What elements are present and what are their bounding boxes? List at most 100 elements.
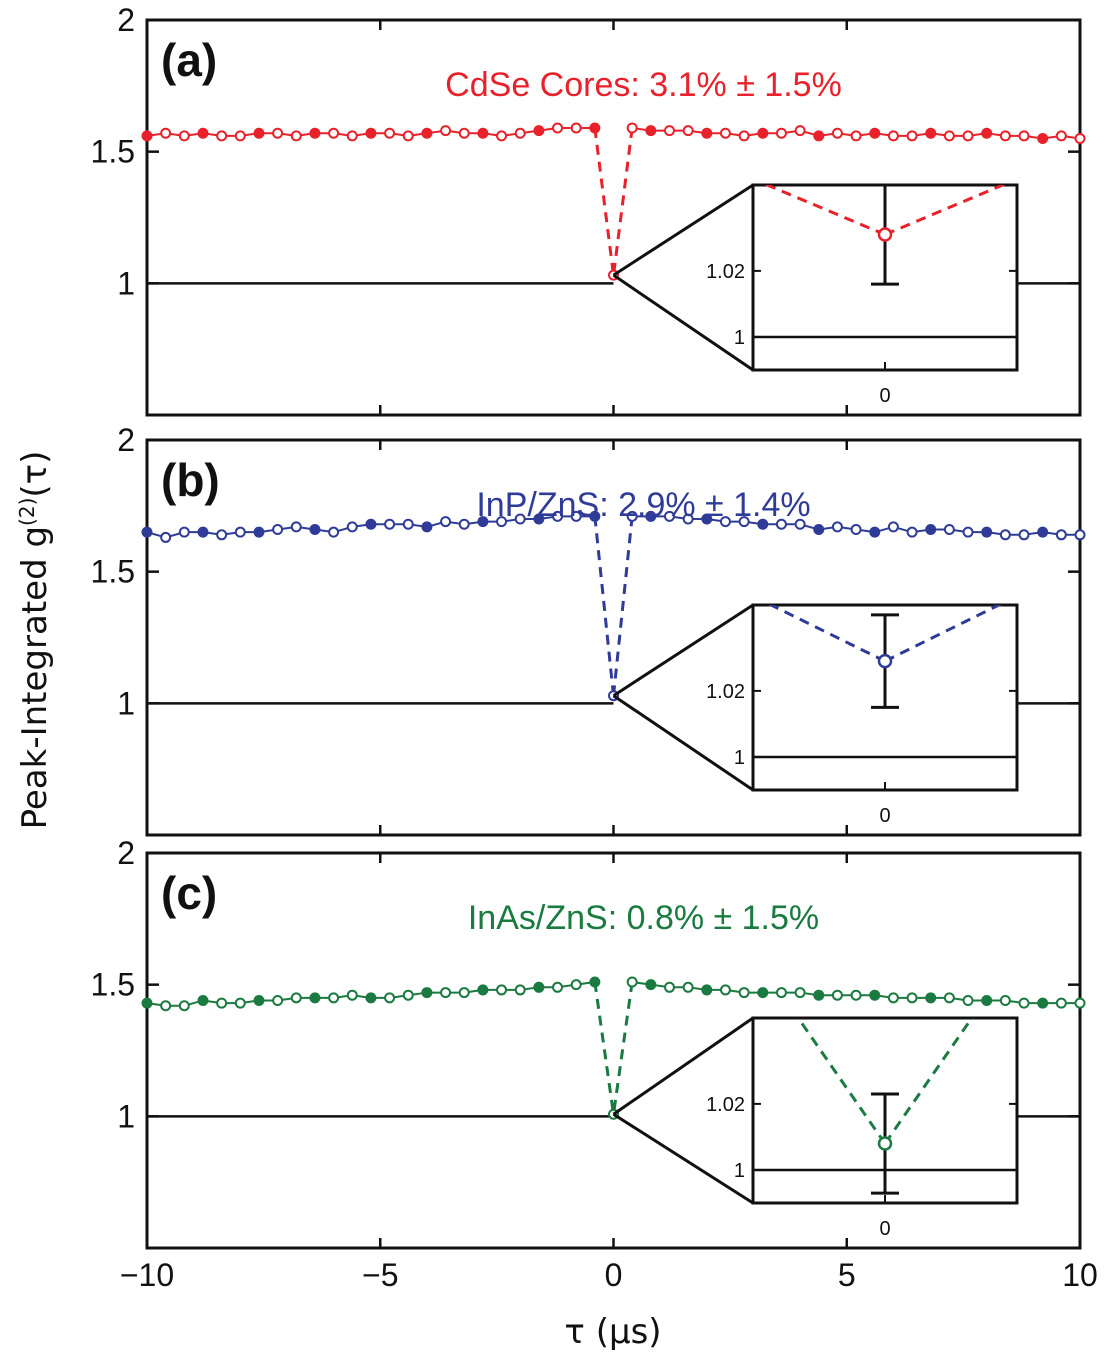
data-point	[943, 130, 955, 142]
data-point	[589, 510, 601, 522]
data-point	[869, 127, 881, 139]
data-point	[719, 984, 731, 996]
y-tick-label: 1.5	[91, 967, 135, 1003]
y-axis-label-suffix: (τ)	[15, 450, 56, 498]
data-point	[1055, 529, 1067, 541]
data-point	[738, 130, 750, 142]
data-point	[440, 987, 452, 999]
inset-connector	[612, 1016, 754, 1116]
data-point	[421, 127, 433, 139]
data-point	[981, 127, 993, 139]
data-point	[1055, 997, 1067, 1009]
inset-dip-dashed-line	[883, 1018, 974, 1145]
inset-y-tick-label: 1	[734, 327, 745, 349]
data-point	[794, 987, 806, 999]
data-point	[757, 518, 769, 530]
data-point	[178, 526, 190, 538]
y-tick-label: 1	[117, 685, 135, 721]
data-point	[309, 992, 321, 1004]
inset-x-tick-label: 0	[879, 385, 890, 407]
dip-dashed-line	[612, 981, 634, 1115]
data-point	[197, 994, 209, 1006]
y-axis-label-main: Peak-Integrated g	[15, 525, 56, 830]
data-point	[496, 130, 508, 142]
data-point	[458, 987, 470, 999]
data-point	[514, 127, 526, 139]
data-point	[757, 987, 769, 999]
data-point	[496, 516, 508, 528]
inset-dip-dashed-line	[884, 605, 1003, 663]
data-point	[1074, 997, 1086, 1009]
data-point	[421, 987, 433, 999]
data-point	[999, 994, 1011, 1006]
inset-connector	[612, 1112, 754, 1205]
data-point	[831, 989, 843, 1001]
data-point	[962, 994, 974, 1006]
data-point	[626, 122, 638, 134]
dip-dashed-line	[612, 516, 634, 696]
x-tick-label: 10	[1062, 1257, 1098, 1293]
data-point	[831, 127, 843, 139]
data-point	[887, 521, 899, 533]
data-point	[1018, 529, 1030, 541]
data-point	[1037, 526, 1049, 538]
data-point	[589, 976, 601, 988]
data-point	[701, 513, 713, 525]
data-point	[962, 526, 974, 538]
data-point	[141, 130, 153, 142]
data-point	[943, 524, 955, 536]
inset-dip-dashed-line	[884, 185, 1007, 236]
data-point	[794, 125, 806, 137]
data-point	[906, 992, 918, 1004]
data-point	[253, 994, 265, 1006]
y-axis-label-superscript: (2)	[14, 497, 39, 526]
data-point	[999, 529, 1011, 541]
panel-a: 1 1.5 2 1 1.02 0 (a) CdSe Cores: 3.1% ± 1.5%	[91, 2, 1086, 417]
data-point	[458, 127, 470, 139]
data-point	[925, 992, 937, 1004]
data-point	[813, 989, 825, 1001]
data-point	[663, 981, 675, 993]
data-point	[290, 521, 302, 533]
data-point	[1018, 997, 1030, 1009]
data-point	[197, 526, 209, 538]
data-point	[328, 127, 340, 139]
data-point	[421, 521, 433, 533]
panel-c: 1 1.5 2 −10 −5 0 5 10 1 1.02 0 (c) InAs/ZnS: 0.8% ± …	[91, 835, 1098, 1293]
data-point	[458, 518, 470, 530]
data-point	[216, 529, 228, 541]
inset-data-point	[877, 227, 893, 242]
y-tick-label: 2	[117, 835, 135, 871]
data-point	[552, 510, 564, 522]
data-point	[533, 981, 545, 993]
data-point	[1037, 997, 1049, 1009]
data-point	[328, 992, 340, 1004]
data-point	[775, 518, 787, 530]
data-point	[906, 130, 918, 142]
data-point	[346, 130, 358, 142]
inset-y-tick-label: 1.02	[706, 261, 745, 283]
panel-b: 1 1.5 2 1 1.02 0 (b) InP/ZnS: 2.9% ± 1.4%	[91, 422, 1086, 837]
y-tick-label: 1	[117, 265, 135, 301]
data-point	[570, 122, 582, 134]
data-point	[999, 130, 1011, 142]
data-point	[234, 997, 246, 1009]
panel-annotation: CdSe Cores: 3.1% ± 1.5%	[445, 66, 842, 104]
y-axis-label: Peak-Integrated g(2)(τ)	[15, 451, 55, 830]
data-point	[757, 127, 769, 139]
data-point	[1074, 529, 1086, 541]
inset-data-point	[877, 653, 893, 669]
y-tick-label: 2	[117, 2, 135, 38]
data-point	[402, 989, 414, 1001]
data-point	[831, 521, 843, 533]
data-point	[962, 130, 974, 142]
inset-x-tick-label: 0	[879, 805, 890, 827]
data-point	[589, 122, 601, 134]
data-point	[850, 524, 862, 536]
data-point	[234, 130, 246, 142]
data-point	[1037, 133, 1049, 144]
inset-y-tick-label: 1	[734, 1160, 745, 1182]
data-point	[533, 125, 545, 137]
data-point	[234, 526, 246, 538]
